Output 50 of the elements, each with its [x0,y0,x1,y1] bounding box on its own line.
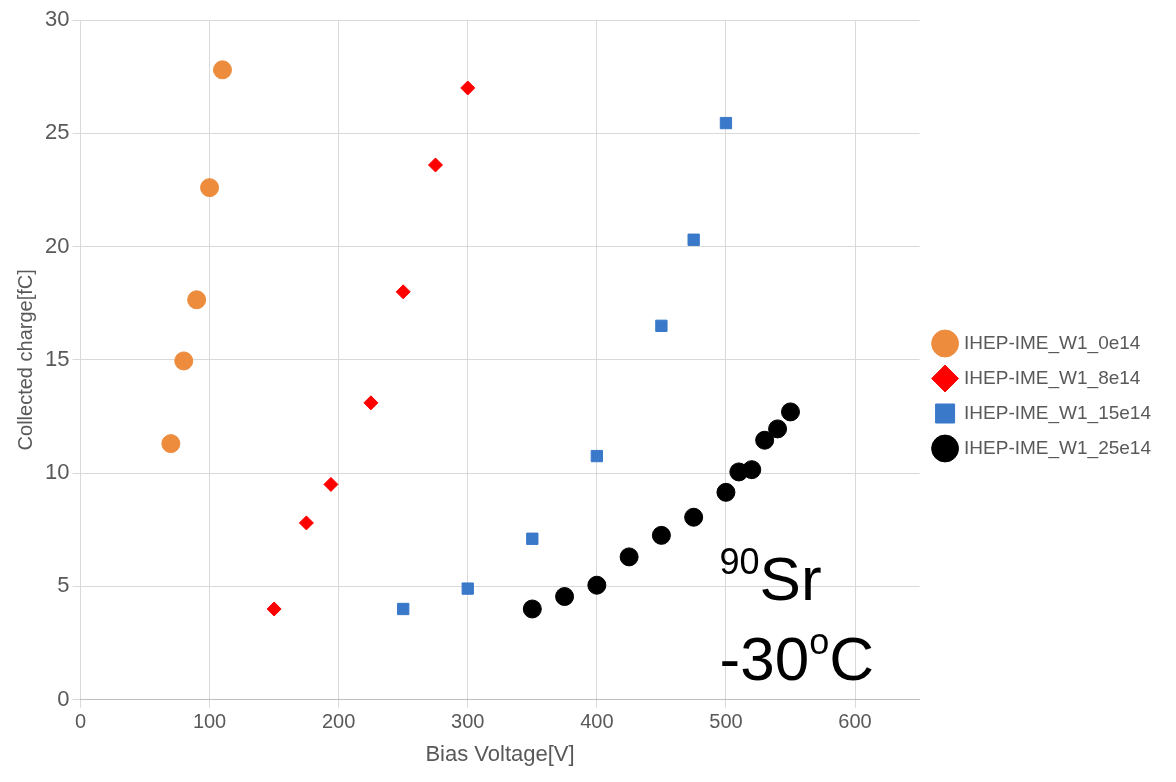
y-tick-label: 0 [57,685,70,711]
point [619,547,639,567]
y-tick-label: 15 [44,345,70,371]
x-tick-label: 400 [580,710,614,733]
point [590,449,603,463]
y-tick-label: 20 [44,232,70,258]
point [397,602,410,616]
x-tick-label: 300 [451,710,485,733]
legend-label: IHEP-IME_W1_25e14 [964,436,1152,459]
y-tick-label: 10 [44,459,70,485]
point [768,419,788,439]
x-tick-label: 500 [709,710,743,733]
point [298,515,314,531]
legend-label: IHEP-IME_W1_8e14 [964,366,1141,389]
x-tick-label: 200 [321,710,356,733]
point [266,601,282,617]
point [200,178,220,198]
point [212,60,232,80]
x-tick-label: 100 [192,710,227,733]
point [174,351,194,371]
y-tick-label: 30 [44,6,70,32]
point [684,507,704,527]
x-tick-label: 0 [74,710,87,733]
point [187,290,207,310]
point [687,233,700,246]
legend-label: IHEP-IME_W1_15e14 [964,401,1152,424]
x-axis-title: Bias Voltage[V] [425,740,575,766]
point [427,157,443,173]
legend-label: IHEP-IME_W1_0e14 [964,331,1141,354]
y-axis-title: Collected charge[fC] [13,269,36,451]
point [587,575,607,595]
point [522,599,542,619]
point [655,319,668,332]
point [460,80,476,96]
point [780,402,800,422]
y-tick-label: 25 [44,119,70,145]
y-tick-label: 5 [57,572,70,598]
point [755,430,775,450]
x-tick-label: 600 [838,710,872,733]
point [161,434,181,454]
point [363,395,379,411]
point [719,116,733,130]
point [323,476,339,492]
point [742,460,762,480]
point [555,587,575,607]
point [461,582,474,595]
point [526,532,539,545]
point [716,482,736,502]
point [651,525,671,545]
point [395,284,411,300]
